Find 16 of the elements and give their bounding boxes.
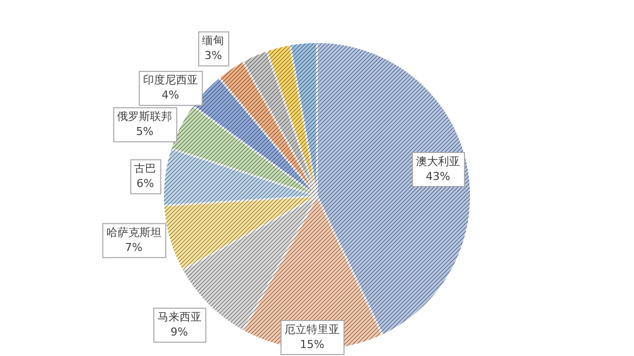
slice-label: 哈萨克斯坦 xyxy=(106,226,162,239)
data-label: 3% xyxy=(204,49,222,62)
slice-label: 厄立特里亚 xyxy=(284,322,340,336)
slice-label: 缅甸 xyxy=(202,34,224,48)
slice-label: 古巴 xyxy=(134,162,156,176)
data-label: 6% xyxy=(136,177,154,190)
slice-label: 印度尼西亚 xyxy=(142,74,198,87)
slice-label: 马来西亚 xyxy=(157,310,202,324)
data-label: 43% xyxy=(426,170,450,183)
data-label: 9% xyxy=(170,326,188,339)
data-label: 5% xyxy=(136,125,154,138)
data-label: 7% xyxy=(125,240,142,254)
data-label: 4% xyxy=(162,88,180,102)
slice-label: 俄罗斯联邦 xyxy=(117,110,172,124)
slice-label: 澳大利亚 xyxy=(416,154,460,168)
data-label: 15% xyxy=(300,338,324,351)
